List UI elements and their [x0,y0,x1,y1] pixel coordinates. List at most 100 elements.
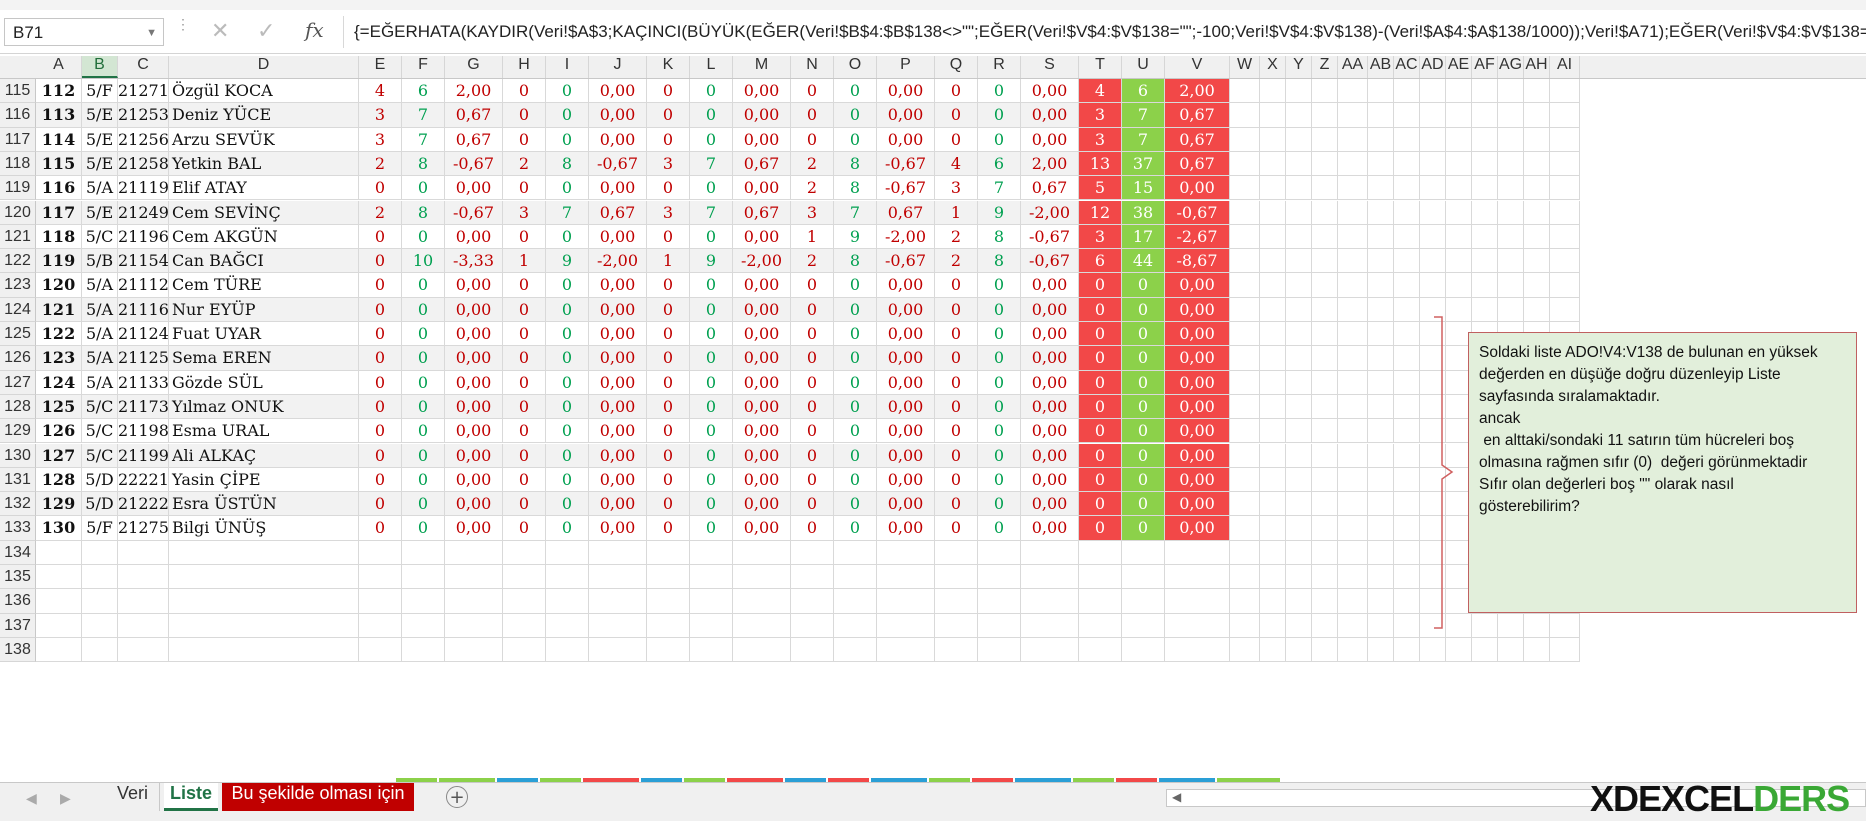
cell-r[interactable]: 0 [978,467,1021,493]
cell-empty[interactable] [503,637,546,663]
cell-h[interactable]: 0 [503,127,546,152]
cell-k[interactable]: 1 [647,249,690,274]
cell-empty[interactable] [1338,346,1368,371]
cell-o[interactable]: 0 [834,297,877,322]
row-header[interactable]: 117 [0,127,36,152]
cell-empty[interactable] [1286,79,1312,104]
cell-k[interactable]: 3 [647,151,690,177]
cell-q[interactable]: 0 [935,443,978,468]
cell-p[interactable]: 0,00 [877,394,935,420]
cell-o[interactable]: 0 [834,492,877,517]
cell-s[interactable]: 2,00 [1021,151,1079,177]
cell-m[interactable]: 0,67 [733,151,791,177]
cell-empty[interactable] [1260,589,1286,614]
cell-empty[interactable] [978,637,1021,663]
cell-p[interactable]: 0,00 [877,79,935,104]
cell-empty[interactable] [1260,565,1286,590]
cell-o[interactable]: 0 [834,322,877,347]
cell-t[interactable]: 0 [1079,346,1122,371]
cell-l[interactable]: 0 [690,322,733,347]
cell-empty[interactable] [1446,613,1472,638]
cell-o[interactable]: 0 [834,516,877,541]
cell-p[interactable]: 0,67 [877,200,935,225]
cell-v[interactable]: 0,00 [1165,516,1230,541]
cell-empty[interactable] [1524,200,1550,225]
column-header-t[interactable]: T [1079,56,1122,78]
cell-numara[interactable]: 21222 [118,492,169,517]
cell-h[interactable]: 0 [503,273,546,298]
cell-empty[interactable] [589,589,647,614]
column-header-e[interactable]: E [359,56,402,78]
cell-empty[interactable] [1420,370,1446,395]
cell-empty[interactable] [1286,565,1312,590]
cell-empty[interactable] [1260,79,1286,104]
cell-g[interactable]: 0,00 [445,273,503,298]
cell-i[interactable]: 8 [546,151,589,177]
cell-ad-soyad[interactable]: Deniz YÜCE [169,103,359,128]
cell-empty[interactable] [1230,176,1260,201]
cell-empty[interactable] [1312,79,1338,104]
cell-empty[interactable] [1368,151,1394,177]
cell-ad-soyad[interactable]: Yılmaz ONUK [169,394,359,420]
column-header-ae[interactable]: AE [1446,56,1472,78]
cell-empty[interactable] [1498,151,1524,177]
cell-empty[interactable] [1420,589,1446,614]
cell-t[interactable]: 3 [1079,224,1122,250]
row-header[interactable]: 137 [0,613,36,638]
cell-u[interactable]: 44 [1122,249,1165,274]
cell-u[interactable]: 0 [1122,394,1165,420]
cell-sira[interactable]: 112 [36,79,82,104]
cell-e[interactable]: 0 [359,443,402,468]
cell-p[interactable]: 0,00 [877,419,935,444]
cell-empty[interactable] [1230,273,1260,298]
cell-t[interactable]: 5 [1079,176,1122,201]
cell-e[interactable]: 3 [359,103,402,128]
cell-empty[interactable] [1420,565,1446,590]
cell-t[interactable]: 4 [1079,79,1122,104]
cell-empty[interactable] [546,589,589,614]
cell-h[interactable]: 0 [503,516,546,541]
cell-empty[interactable] [690,589,733,614]
cell-j[interactable]: 0,67 [589,200,647,225]
cell-k[interactable]: 0 [647,467,690,493]
cell-l[interactable]: 9 [690,249,733,274]
cell-empty[interactable] [1230,637,1260,663]
cell-k[interactable]: 0 [647,103,690,128]
cell-empty[interactable] [1122,637,1165,663]
cell-empty[interactable] [1338,589,1368,614]
cell-empty[interactable] [1260,467,1286,493]
cell-numara[interactable]: 21253 [118,103,169,128]
cell-empty[interactable] [1394,637,1420,663]
cell-empty[interactable] [1122,589,1165,614]
cell-sinif[interactable]: 5/A [82,346,118,371]
cell-q[interactable]: 0 [935,492,978,517]
cell-empty[interactable] [1338,200,1368,225]
cell-empty[interactable] [118,540,169,565]
cell-empty[interactable] [647,637,690,663]
column-header-ac[interactable]: AC [1394,56,1420,78]
cell-numara[interactable]: 21196 [118,224,169,250]
cell-empty[interactable] [169,613,359,638]
cell-empty[interactable] [1368,176,1394,201]
cell-sinif[interactable]: 5/F [82,79,118,104]
cell-ad-soyad[interactable]: Can BAĞCI [169,249,359,274]
cell-k[interactable]: 0 [647,322,690,347]
cell-empty[interactable] [1472,224,1498,250]
cell-i[interactable]: 0 [546,79,589,104]
cell-h[interactable]: 3 [503,200,546,225]
cell-empty[interactable] [1420,79,1446,104]
cell-empty[interactable] [589,613,647,638]
row-header[interactable]: 126 [0,346,36,371]
cell-n[interactable]: 0 [791,443,834,468]
cell-empty[interactable] [1260,297,1286,322]
cell-sinif[interactable]: 5/B [82,249,118,274]
cell-empty[interactable] [1312,394,1338,420]
cell-g[interactable]: 0,00 [445,443,503,468]
cell-s[interactable]: 0,00 [1021,127,1079,152]
cell-u[interactable]: 0 [1122,322,1165,347]
cell-empty[interactable] [1394,224,1420,250]
cell-ad-soyad[interactable]: Yasin ÇİPE [169,467,359,493]
cell-o[interactable]: 0 [834,346,877,371]
cell-g[interactable]: 2,00 [445,79,503,104]
row-header[interactable]: 136 [0,589,36,614]
